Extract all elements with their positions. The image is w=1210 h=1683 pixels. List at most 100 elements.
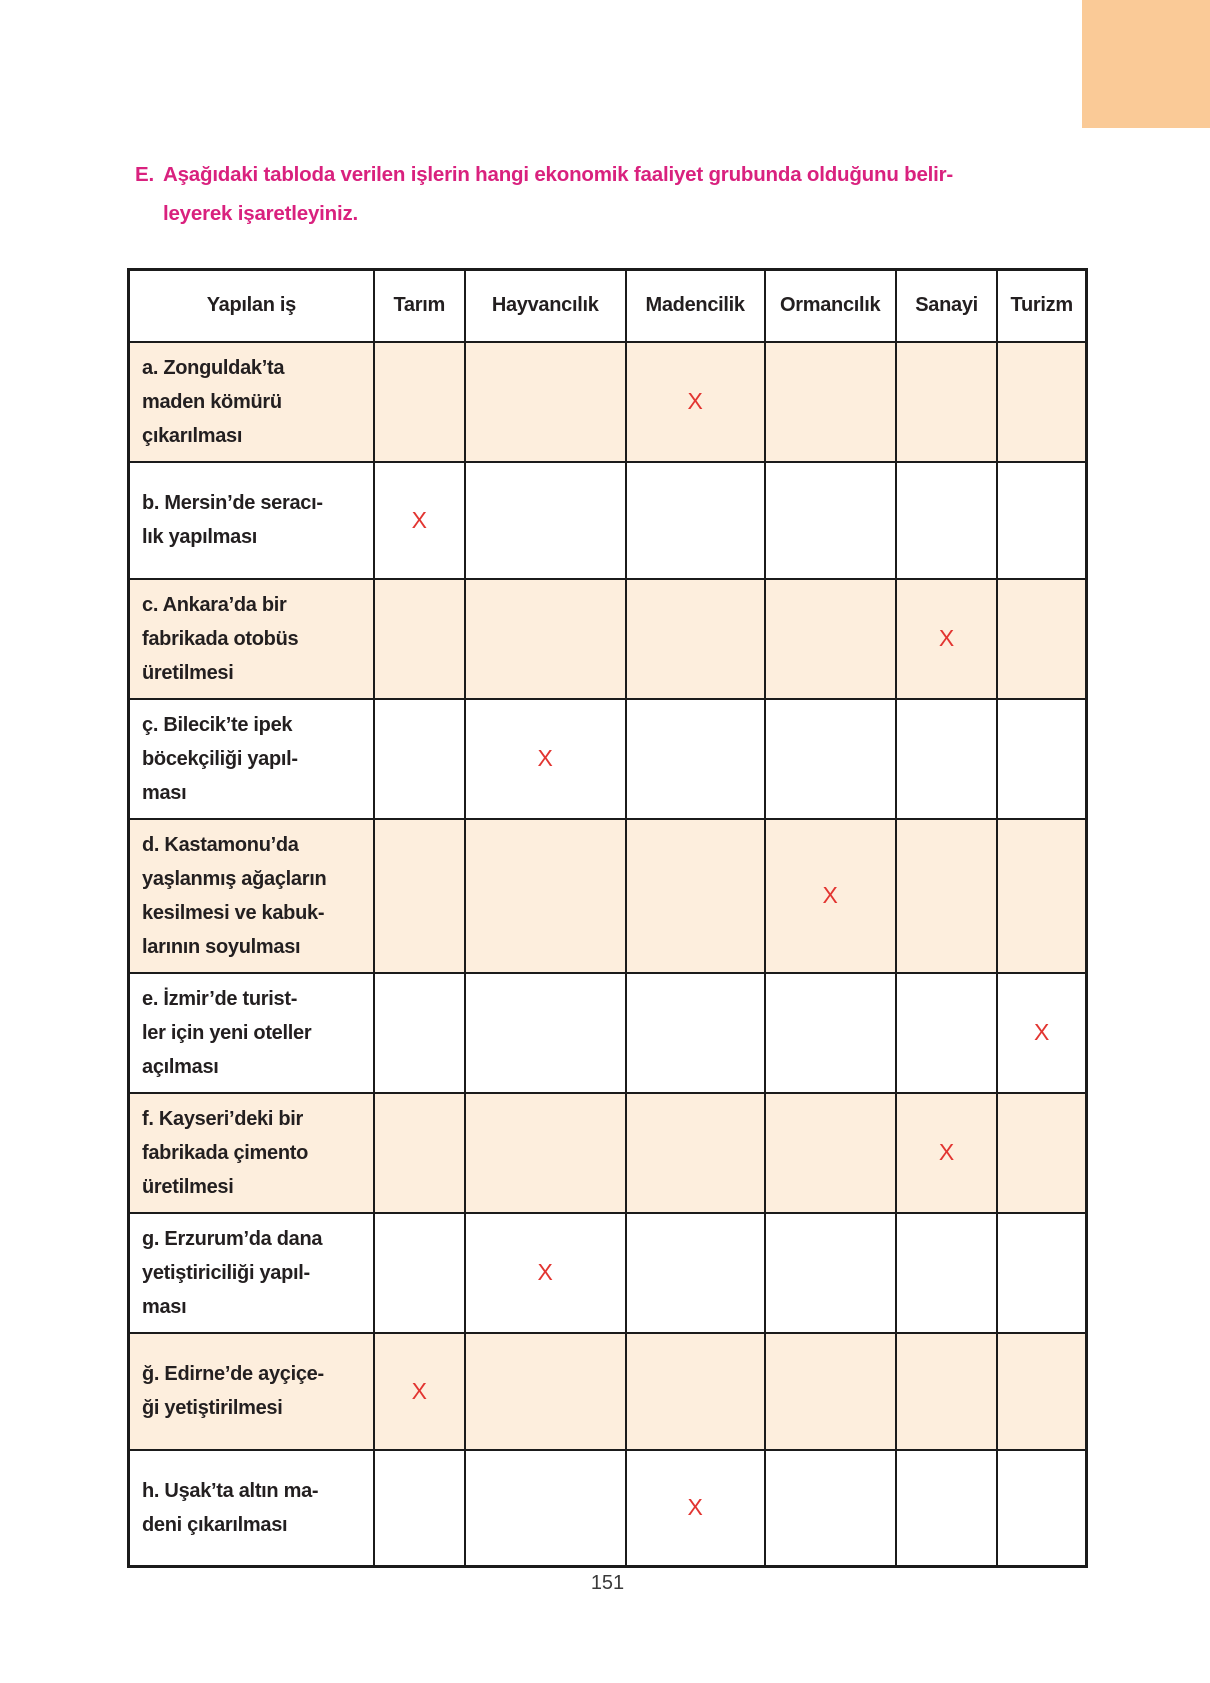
column-header: Madencilik [624, 268, 766, 343]
answer-cell: X [463, 697, 627, 820]
answer-cell [624, 460, 766, 580]
answer-cell [894, 697, 999, 820]
task-column-header: Yapılan iş [127, 268, 375, 343]
exercise-heading: E. Aşağıdaki tabloda verilen işlerin han… [135, 155, 1100, 233]
x-mark: X [687, 1494, 703, 1521]
task-label: h. Uşak’ta altın ma- deni çıkarılması [127, 1448, 375, 1568]
table-row: a. Zonguldak’ta maden kömürü çıkarılması… [127, 340, 1088, 463]
x-mark: X [1034, 1019, 1050, 1045]
column-header: Turizm [996, 268, 1088, 343]
x-mark: X [411, 1377, 427, 1404]
answer-cell: X [624, 1448, 766, 1568]
answer-cell [372, 577, 466, 700]
answer-cell [624, 1211, 766, 1334]
activities-table: Yapılan iş Tarım Hayvancılık Madencilik Orma… [127, 268, 1088, 1568]
answer-cell [463, 340, 627, 463]
answer-cell [894, 460, 999, 580]
x-mark: X [537, 745, 553, 771]
table-row: ğ. Edirne’de ayçiçe- ği yetiştirilmesi X [127, 1331, 1088, 1451]
answer-cell [372, 1211, 466, 1334]
answer-cell [996, 1091, 1088, 1214]
answer-cell [894, 971, 999, 1094]
x-mark: X [537, 1259, 553, 1285]
answer-cell [463, 1331, 627, 1451]
answer-cell [763, 460, 897, 580]
answer-cell: X [463, 1211, 627, 1334]
exercise-letter: E. [135, 163, 154, 186]
answer-cell [894, 340, 999, 463]
table-row: c. Ankara’da bir fabrikada otobüs üretil… [127, 577, 1088, 700]
table-row: g. Erzurum’da dana yetiştiriciliği yapıl… [127, 1211, 1088, 1334]
activities-table-wrap: Yapılan iş Tarım Hayvancılık Madencilik Orma… [127, 268, 1088, 1568]
answer-cell [996, 1448, 1088, 1568]
answer-cell [372, 817, 466, 974]
task-label: ç. Bilecik’te ipek böcekçiliği yapıl- ma… [127, 697, 375, 820]
answer-cell [996, 697, 1088, 820]
task-label: e. İzmir’de turist- ler için yeni otelle… [127, 971, 375, 1094]
answer-cell [996, 1331, 1088, 1451]
answer-cell [894, 817, 999, 974]
answer-cell [624, 1091, 766, 1214]
answer-cell [996, 340, 1088, 463]
answer-cell [463, 1448, 627, 1568]
answer-cell [463, 817, 627, 974]
x-mark: X [822, 882, 838, 908]
task-label: d. Kastamonu’da yaşlanmış ağaçların kesi… [127, 817, 375, 974]
answer-cell [894, 1448, 999, 1568]
answer-cell [763, 1091, 897, 1214]
answer-cell [463, 1091, 627, 1214]
table-body: a. Zonguldak’ta maden kömürü çıkarılması… [127, 340, 1088, 1568]
task-label: c. Ankara’da bir fabrikada otobüs üretil… [127, 577, 375, 700]
column-header: Ormancılık [763, 268, 897, 343]
task-label: f. Kayseri’deki bir fabrikada çimento ür… [127, 1091, 375, 1214]
exercise-instruction: Aşağıdaki tabloda verilen işlerin hangi … [162, 163, 954, 225]
table-row: b. Mersin’de seracı- lık yapılması X [127, 460, 1088, 580]
answer-cell [624, 971, 766, 1094]
answer-cell [894, 1331, 999, 1451]
answer-cell [763, 1211, 897, 1334]
answer-cell [372, 971, 466, 1094]
x-mark: X [938, 625, 955, 651]
answer-cell: X [763, 817, 897, 974]
answer-cell [463, 577, 627, 700]
column-header: Hayvancılık [463, 268, 627, 343]
answer-cell [463, 971, 627, 1094]
answer-cell: X [894, 1091, 999, 1214]
x-mark: X [938, 1139, 955, 1165]
header-row: Yapılan iş Tarım Hayvancılık Madencilik Orma… [127, 268, 1088, 343]
task-label: ğ. Edirne’de ayçiçe- ği yetiştirilmesi [127, 1331, 375, 1451]
table-row: d. Kastamonu’da yaşlanmış ağaçların kesi… [127, 817, 1088, 974]
table-row: h. Uşak’ta altın ma- deni çıkarılması X [127, 1448, 1088, 1568]
answer-cell [763, 971, 897, 1094]
x-mark: X [687, 388, 703, 414]
answer-cell [463, 460, 627, 580]
column-header: Tarım [372, 268, 466, 343]
answer-cell: X [372, 1331, 466, 1451]
task-label: g. Erzurum’da dana yetiştiriciliği yapıl… [127, 1211, 375, 1334]
answer-cell [372, 340, 466, 463]
answer-cell [372, 1448, 466, 1568]
answer-cell: X [894, 577, 999, 700]
column-header: Sanayi [894, 268, 999, 343]
x-mark: X [411, 506, 427, 533]
table-row: e. İzmir’de turist- ler için yeni otelle… [127, 971, 1088, 1094]
answer-cell [372, 1091, 466, 1214]
answer-cell: X [996, 971, 1088, 1094]
task-label: b. Mersin’de seracı- lık yapılması [127, 460, 375, 580]
page-number: 151 [590, 1572, 625, 1594]
answer-cell [763, 1331, 897, 1451]
answer-cell [763, 340, 897, 463]
answer-cell [996, 577, 1088, 700]
answer-cell [763, 577, 897, 700]
answer-cell [624, 697, 766, 820]
answer-cell [624, 817, 766, 974]
answer-cell [996, 1211, 1088, 1334]
answer-cell [763, 697, 897, 820]
table-row: f. Kayseri’deki bir fabrikada çimento ür… [127, 1091, 1088, 1214]
table-row: ç. Bilecik’te ipek böcekçiliği yapıl- ma… [127, 697, 1088, 820]
page-corner-decoration [1082, 0, 1210, 128]
answer-cell [996, 460, 1088, 580]
answer-cell [624, 577, 766, 700]
answer-cell [763, 1448, 897, 1568]
answer-cell: X [372, 460, 466, 580]
